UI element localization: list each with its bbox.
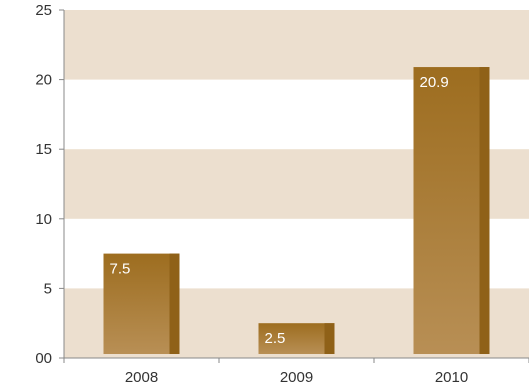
bar-side bbox=[479, 67, 490, 355]
y-tick-label: 20 bbox=[35, 72, 52, 89]
bars: 7.5 2.5 20.9 bbox=[103, 67, 490, 355]
y-tick-label: 10 bbox=[35, 211, 52, 228]
y-tick-label: 25 bbox=[35, 2, 52, 19]
y-axis-ticks: 00 5 10 15 20 25 bbox=[35, 2, 64, 367]
bar-2008: 7.5 bbox=[103, 253, 180, 354]
bar bbox=[258, 323, 335, 354]
y-tick-label: 00 bbox=[35, 350, 52, 367]
bar-side bbox=[324, 323, 335, 354]
axes bbox=[63, 10, 529, 359]
bar-side bbox=[169, 253, 180, 354]
x-tick-label: 2010 bbox=[435, 369, 468, 386]
bar-2009: 2.5 bbox=[258, 323, 335, 354]
bar bbox=[413, 67, 490, 355]
data-label: 2.5 bbox=[265, 330, 286, 347]
y-tick-label: 15 bbox=[35, 141, 52, 158]
bar bbox=[103, 253, 180, 354]
bar-2010: 20.9 bbox=[413, 67, 490, 355]
x-axis-ticks: 2008 2009 2010 bbox=[63, 358, 529, 386]
x-tick-label: 2009 bbox=[280, 369, 313, 386]
data-label: 7.5 bbox=[110, 261, 131, 278]
y-tick-label: 5 bbox=[44, 280, 52, 297]
x-tick-label: 2008 bbox=[125, 369, 158, 386]
data-label: 20.9 bbox=[420, 74, 449, 91]
